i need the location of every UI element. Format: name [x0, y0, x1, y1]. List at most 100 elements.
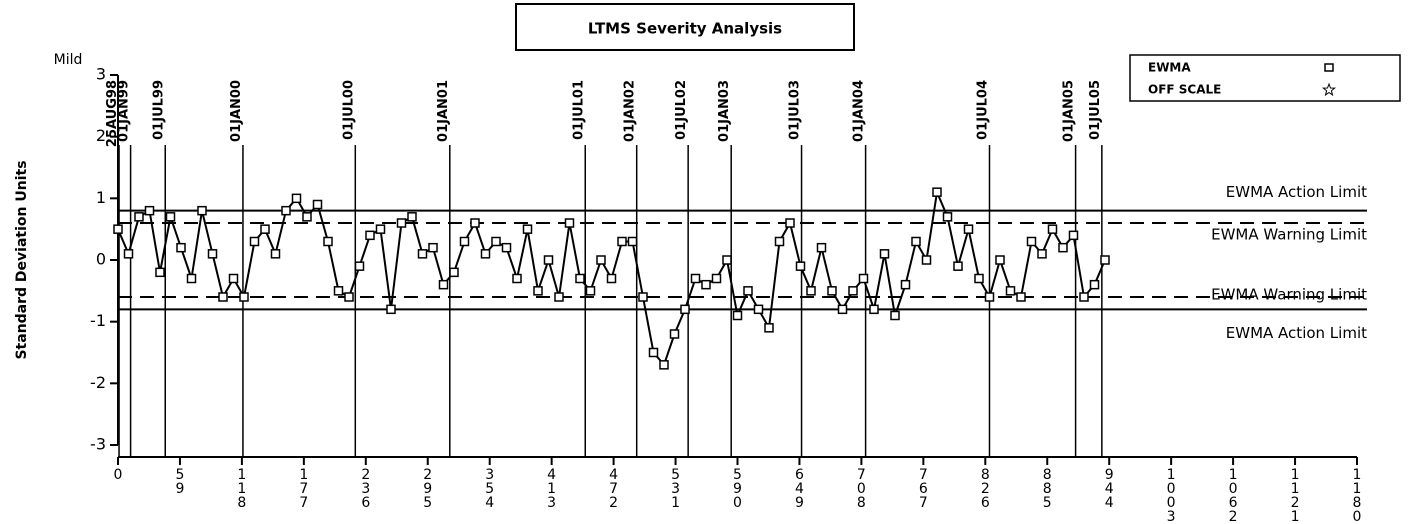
- data-point: [732, 310, 743, 321]
- legend-box: [1129, 54, 1401, 102]
- data-point: [501, 242, 512, 253]
- reference-label: 01JUL02: [674, 80, 689, 140]
- y-tick-label: 2: [96, 126, 106, 145]
- data-point: [932, 187, 942, 197]
- data-point: [764, 323, 774, 333]
- data-point: [806, 286, 816, 296]
- data-point: [921, 255, 932, 265]
- data-point: [848, 286, 858, 296]
- reference-label: 01JUL05: [1088, 80, 1103, 140]
- data-point: [533, 286, 543, 296]
- data-point: [302, 212, 312, 222]
- reference-label: 01JAN02: [623, 80, 638, 142]
- reference-label: 01JUL04: [976, 80, 991, 140]
- data-point: [155, 267, 165, 278]
- data-point: [218, 292, 228, 302]
- x-tick-label: 767: [915, 467, 931, 509]
- legend-marker: [1321, 82, 1337, 97]
- data-point: [459, 236, 470, 247]
- data-point: [984, 292, 995, 302]
- limit-label: EWMA Action Limit: [1226, 324, 1367, 342]
- data-point: [627, 236, 638, 247]
- data-point: [795, 261, 806, 271]
- data-point: [858, 273, 869, 284]
- data-point: [585, 286, 596, 296]
- data-point: [1100, 255, 1110, 265]
- y-tick-label: 0: [96, 250, 106, 269]
- legend-label: OFF SCALE: [1148, 83, 1221, 97]
- reference-label: 01JUL01: [571, 80, 586, 140]
- reference-label: 01JAN05: [1062, 80, 1077, 142]
- data-point: [281, 205, 291, 216]
- data-point: [123, 249, 134, 259]
- y-top-label: Mild: [54, 52, 83, 68]
- data-point: [554, 292, 564, 302]
- data-point: [890, 310, 900, 321]
- x-tick-label: 708: [853, 467, 869, 509]
- data-point: [470, 218, 480, 228]
- data-point: [1005, 286, 1016, 296]
- chart-title: LTMS Severity Analysis: [588, 20, 782, 38]
- data-point: [1089, 279, 1100, 290]
- y-tick-label: -1: [90, 311, 106, 330]
- reference-label: 01JAN04: [852, 80, 867, 142]
- x-tick-label: 472: [606, 467, 622, 509]
- reference-label: 01JAN99: [117, 80, 132, 142]
- x-tick-label: 1180: [1349, 467, 1365, 523]
- data-point: [207, 249, 218, 259]
- data-point: [260, 224, 270, 234]
- data-point: [617, 236, 627, 247]
- data-point: [785, 218, 795, 228]
- data-point: [312, 199, 323, 210]
- data-point: [879, 249, 890, 259]
- y-tick-label: 1: [96, 188, 106, 207]
- data-point: [270, 249, 281, 259]
- reference-label: 01JUL00: [341, 80, 356, 140]
- data-point: [291, 193, 302, 204]
- x-tick-label: 1121: [1287, 467, 1303, 523]
- data-point: [1037, 249, 1047, 259]
- limit-label: EWMA Action Limit: [1226, 183, 1367, 201]
- x-tick-label: 590: [730, 467, 746, 509]
- data-point: [186, 273, 197, 284]
- data-point: [837, 304, 848, 315]
- y-tick-label: -3: [90, 435, 106, 454]
- data-point: [197, 205, 207, 216]
- data-point: [323, 236, 333, 247]
- data-point: [365, 230, 375, 241]
- data-point: [428, 242, 438, 253]
- data-point: [417, 249, 428, 259]
- data-point: [239, 292, 249, 302]
- x-tick-label: 649: [791, 467, 807, 509]
- data-point: [774, 236, 785, 247]
- data-point: [564, 218, 575, 228]
- limit-label: EWMA Warning Limit: [1211, 286, 1367, 304]
- data-point: [228, 273, 239, 284]
- data-point: [344, 292, 354, 302]
- data-point: [701, 279, 711, 290]
- data-point: [1047, 224, 1058, 234]
- data-point: [144, 205, 155, 216]
- data-point: [680, 304, 690, 315]
- data-point: [1068, 230, 1079, 241]
- y-tick-label: 3: [96, 65, 106, 84]
- data-point: [995, 255, 1005, 265]
- legend-marker: [1324, 63, 1334, 72]
- x-tick-label: 118: [234, 467, 250, 509]
- title-box: [515, 3, 855, 51]
- data-point: [165, 212, 176, 222]
- x-tick-label: 1003: [1163, 467, 1179, 523]
- data-point: [1016, 292, 1026, 302]
- data-point: [375, 224, 386, 234]
- data-point: [669, 329, 680, 339]
- data-point: [575, 273, 585, 284]
- data-point: [648, 347, 659, 358]
- data-point: [491, 236, 501, 247]
- data-point: [176, 242, 186, 253]
- data-point: [407, 212, 417, 222]
- reference-label: 01JUL03: [788, 80, 803, 140]
- x-tick-label: 1062: [1225, 467, 1241, 523]
- data-point: [722, 255, 732, 265]
- data-point: [753, 304, 764, 315]
